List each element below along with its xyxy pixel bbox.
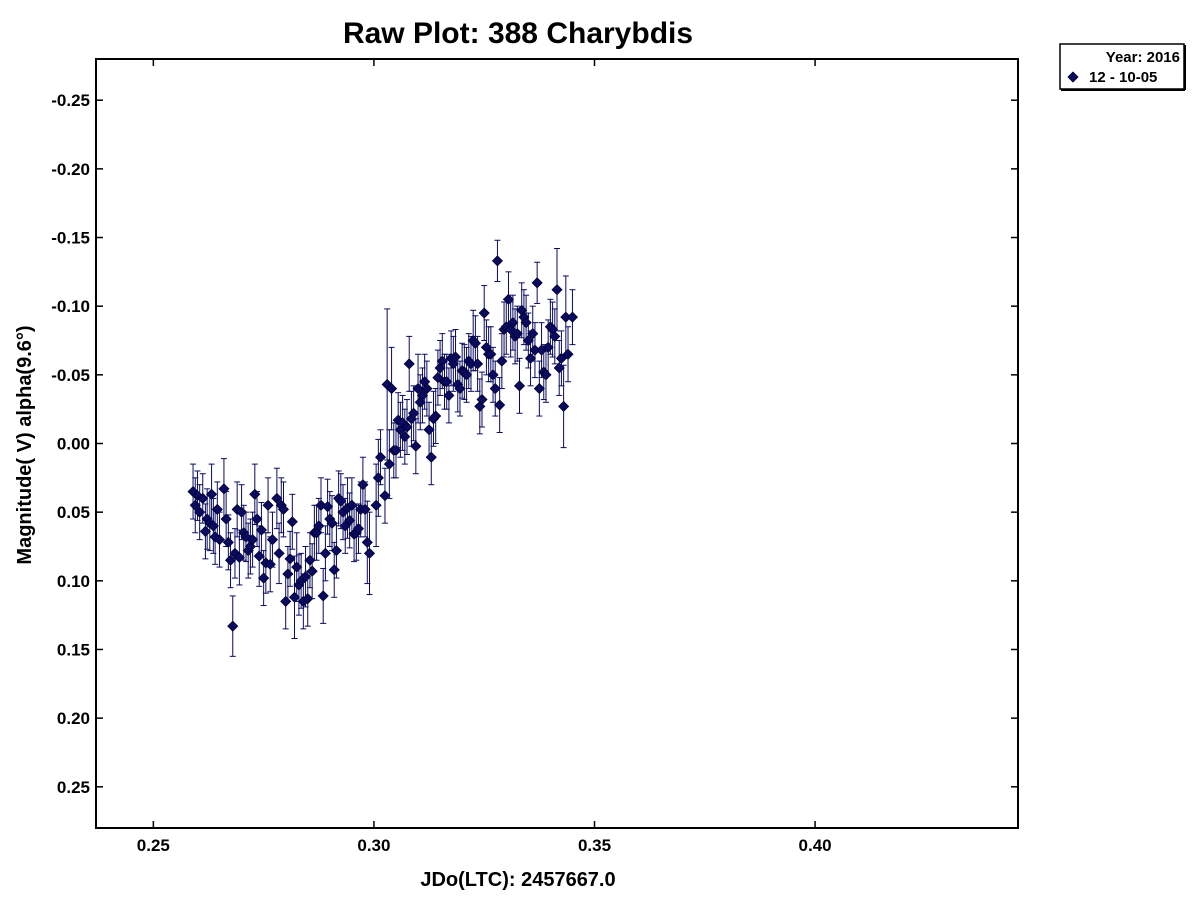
legend-header: Year: 2016 [1106, 49, 1180, 66]
data-point [286, 516, 298, 528]
legend-entry-label: 12 - 10-05 [1089, 69, 1157, 86]
data-point [363, 547, 376, 559]
data-point [361, 536, 373, 548]
data-point [288, 591, 301, 603]
x-tick-label: 0.35 [578, 836, 611, 855]
data-point [211, 503, 223, 515]
data-point [421, 383, 433, 395]
chart-title: Raw Plot: 388 Charybdis [343, 17, 693, 50]
data-point [555, 352, 567, 364]
y-tick-label: -0.05 [51, 366, 90, 385]
data-point [370, 499, 382, 511]
data-point [282, 568, 294, 580]
data-point [511, 328, 523, 340]
data-point [443, 389, 455, 402]
data-point [207, 520, 219, 532]
data-point [491, 255, 504, 267]
data-point [494, 399, 506, 411]
data-point [199, 525, 211, 537]
data-point [218, 483, 230, 495]
data-point [549, 330, 561, 342]
data-point [266, 534, 279, 546]
y-tick-label: 0.20 [57, 709, 90, 728]
data-point [383, 458, 395, 470]
data-point [206, 488, 218, 500]
data-point [284, 553, 296, 565]
y-tick-label: 0.15 [57, 640, 90, 659]
data-point [273, 547, 285, 559]
data-point [478, 307, 490, 319]
data-point [220, 513, 232, 525]
y-tick-label: -0.10 [51, 297, 90, 316]
y-tick-label: 0.00 [57, 435, 90, 454]
data-point [224, 554, 237, 566]
data-point [505, 323, 517, 336]
data-point [330, 545, 342, 557]
data-point [372, 472, 384, 484]
y-tick-label: 0.25 [57, 778, 90, 797]
data-point [472, 358, 484, 370]
data-point [551, 284, 563, 296]
data-point [558, 400, 570, 412]
data-point [247, 534, 259, 546]
plot-frame [95, 58, 1019, 829]
data-point [476, 393, 488, 406]
data-point [249, 488, 261, 500]
data-point [524, 352, 537, 364]
legend-marker-diamond [1067, 71, 1079, 83]
data-point [401, 421, 413, 433]
data-point [566, 311, 579, 323]
data-point [379, 490, 391, 502]
data-point [271, 492, 283, 504]
data-point [403, 358, 415, 370]
data-point [496, 355, 508, 367]
y-axis-label: Magnitude( V) alpha(9.6°) [14, 325, 36, 564]
data-point [410, 440, 422, 452]
y-tick-label: 0.10 [57, 572, 90, 591]
data-point [374, 451, 387, 463]
y-tick-label: -0.25 [51, 91, 90, 110]
data-point [319, 547, 331, 559]
data-point [302, 593, 314, 605]
data-point [258, 572, 270, 584]
data-point [251, 513, 263, 525]
data-point [306, 565, 318, 577]
x-tick-label: 0.30 [357, 836, 390, 855]
data-point [489, 383, 501, 395]
data-point [531, 277, 543, 289]
data-point [513, 380, 526, 392]
legend: Year: 2016 12 - 10-05 [1059, 43, 1186, 91]
data-point [326, 517, 338, 529]
data-point [317, 590, 329, 602]
data-point [277, 503, 290, 515]
x-axis-label: JDo(LTC): 2457667.0 [420, 869, 615, 891]
data-point [227, 620, 239, 632]
y-tick-label: -0.20 [51, 160, 90, 179]
x-tick-label: 0.25 [137, 836, 170, 855]
data-point [553, 362, 565, 374]
y-tick-label: 0.05 [57, 503, 90, 522]
x-tick-label: 0.40 [799, 836, 832, 855]
data-point [357, 479, 369, 491]
data-point [430, 410, 442, 422]
data-point [425, 451, 437, 463]
data-point [502, 293, 515, 305]
data-point [291, 561, 303, 573]
data-point [222, 536, 234, 548]
data-point [262, 499, 274, 511]
legend-box [1059, 43, 1185, 90]
data-point [213, 534, 226, 546]
data-point [533, 383, 545, 395]
plot-area: -0.25 -0.20 -0.15 -0.10 -0.05 0.00 0.05 0.10 0.1… [51, 58, 1019, 855]
y-tick-label: -0.15 [51, 229, 90, 248]
data-point [328, 564, 340, 576]
data-point [487, 369, 499, 381]
data-point [253, 550, 265, 562]
data-point [562, 348, 574, 360]
data-point [255, 524, 267, 536]
data-point [386, 383, 398, 395]
